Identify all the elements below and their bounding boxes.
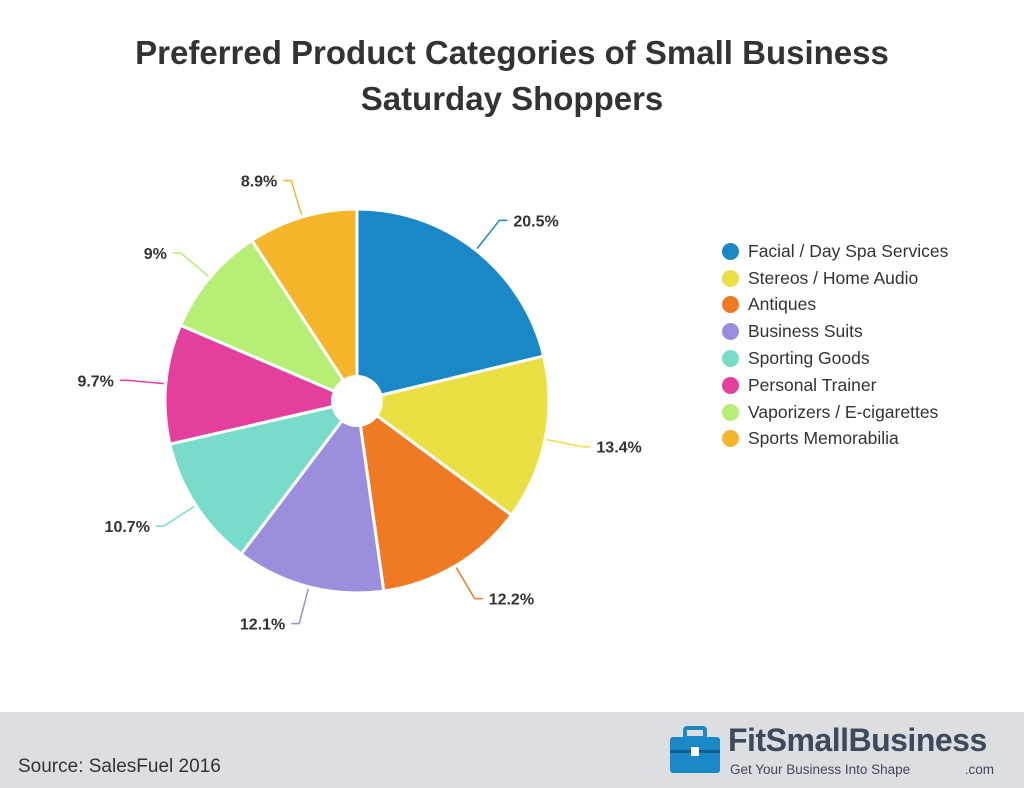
pie-chart: 20.5% 13.4% 12.2% 12.1% 10.7% 9.7% 9% 8.9% [77, 174, 641, 634]
logo-name: FitSmallBusiness [728, 722, 987, 758]
pie-slice-antiques [355, 397, 514, 593]
legend-label: Sporting Goods [748, 348, 870, 369]
legend-label: Stereos / Home Audio [748, 267, 919, 288]
donut-hole [331, 375, 383, 427]
legend-item-personal-trainer: Personal Trainer [722, 372, 948, 399]
leader-line-business-suits [291, 588, 309, 625]
legend-label: Personal Trainer [748, 374, 877, 395]
leader-line-vaporizers-e-cigarettes [172, 252, 209, 277]
logo-tagline: Get Your Business Into Shape [730, 762, 911, 777]
leader-line-antiques [455, 567, 483, 600]
legend-label: Business Suits [748, 321, 863, 342]
leader-line-sporting-goods [155, 505, 195, 527]
pie-slice-business-suits [239, 397, 386, 595]
legend-swatch [722, 403, 739, 421]
legend-item-vaporizers-e-cigarettes: Vaporizers / E-cigarettes [722, 399, 948, 426]
fitsmallbusiness-logo[interactable]: FitSmallBusiness Get Your Business Into … [668, 722, 1008, 782]
leader-line-personal-trainer [119, 379, 164, 385]
data-label-sports-memorabilia: 8.9% [241, 174, 277, 191]
data-label-business-suits: 12.1% [240, 617, 285, 634]
legend-swatch [722, 296, 739, 314]
legend-label: Sports Memorabilia [748, 428, 899, 449]
pie-slice-sporting-goods [168, 398, 361, 557]
legend-item-stereos-home-audio: Stereos / Home Audio [722, 265, 948, 292]
data-label-personal-trainer: 9.7% [77, 373, 113, 390]
leader-line-stereos-home-audio [546, 438, 591, 448]
legend-item-sporting-goods: Sporting Goods [722, 345, 948, 372]
legend-swatch [722, 376, 739, 394]
legend-label: Vaporizers / E-cigarettes [748, 401, 939, 422]
footer: Source: SalesFuel 2016 FitSmallBusiness … [0, 712, 1024, 788]
legend-item-sports-memorabilia: Sports Memorabilia [722, 426, 948, 453]
data-label-facial-day-spa-services: 20.5% [513, 213, 558, 230]
legend-label: Facial / Day Spa Services [748, 240, 949, 261]
legend-swatch [722, 350, 739, 368]
data-label-sporting-goods: 10.7% [105, 519, 150, 536]
legend-item-antiques: Antiques [722, 292, 948, 319]
legend-swatch [722, 242, 739, 260]
legend-item-facial-day-spa-services: Facial / Day Spa Services [722, 238, 948, 265]
pie-slice-facial-day-spa-services [355, 207, 546, 403]
pie-slice-sports-memorabilia [249, 207, 359, 407]
leader-line-facial-day-spa-services [476, 219, 508, 250]
data-label-vaporizers-e-cigarettes: 9% [144, 246, 167, 263]
pie-slice-vaporizers-e-cigarettes [178, 238, 361, 405]
legend: Facial / Day Spa Services Stereos / Home … [722, 238, 948, 452]
legend-item-business-suits: Business Suits [722, 318, 948, 345]
source-text: Source: SalesFuel 2016 [18, 756, 221, 777]
chart-title: Preferred Product Categories of Small Bu… [0, 30, 1024, 122]
data-label-antiques: 12.2% [489, 592, 534, 609]
legend-label: Antiques [748, 294, 817, 315]
logo-suffix: .com [964, 762, 994, 777]
legend-swatch [722, 269, 739, 287]
legend-swatch [722, 323, 739, 341]
legend-swatch [722, 430, 739, 448]
data-label-stereos-home-audio: 13.4% [596, 440, 641, 457]
leader-line-sports-memorabilia [283, 179, 303, 216]
briefcase-icon [670, 726, 720, 773]
chart-title-line-1: Preferred Product Categories of Small Bu… [135, 34, 889, 71]
pie-slice-stereos-home-audio [353, 354, 551, 518]
chart-title-line-2: Saturday Shoppers [360, 80, 664, 117]
pie-slice-personal-trainer [163, 323, 362, 446]
